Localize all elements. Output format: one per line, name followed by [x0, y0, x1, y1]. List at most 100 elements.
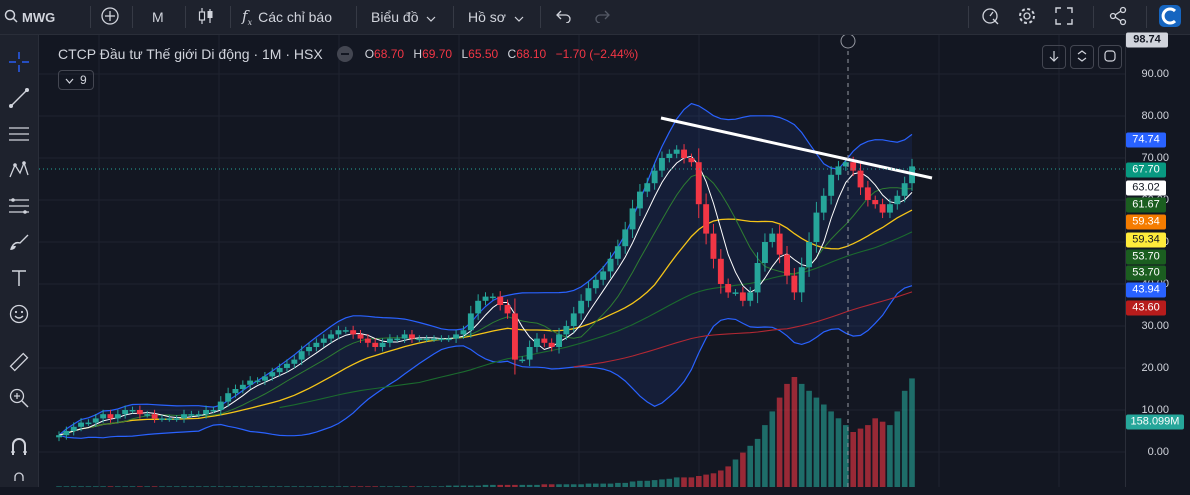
candle: [181, 409, 187, 423]
candle: [188, 410, 195, 418]
candle: [637, 184, 643, 216]
fullscreen-button[interactable]: [1055, 0, 1073, 34]
compare-button[interactable]: [100, 0, 120, 34]
zoom-tool[interactable]: [5, 385, 33, 413]
crosshair-tool[interactable]: [5, 49, 33, 77]
ruler-tool[interactable]: [5, 349, 33, 377]
chart-menu-button[interactable]: Biểu đồ: [371, 0, 436, 34]
volume-bar: [659, 479, 665, 487]
candle: [614, 239, 621, 266]
candle: [239, 380, 246, 394]
brand-logo[interactable]: [1159, 0, 1181, 34]
undo-button[interactable]: [556, 0, 572, 34]
candle: [813, 201, 820, 253]
scroll-down-button[interactable]: [1042, 45, 1066, 69]
candle: [254, 377, 261, 384]
candle: [364, 334, 371, 348]
price-tick: 0.00: [1147, 446, 1169, 458]
candle: [695, 148, 702, 219]
low-key: L: [461, 47, 469, 61]
volume-bar: [835, 418, 842, 488]
profile-menu-button[interactable]: Hồ sơ: [468, 0, 524, 34]
emoji-tool[interactable]: [5, 301, 33, 329]
candle: [159, 415, 165, 422]
candle: [166, 415, 173, 422]
candle: [284, 359, 290, 373]
chevron-down-icon: [65, 73, 74, 87]
candle: [92, 413, 99, 428]
interval-button[interactable]: M: [152, 0, 164, 34]
chart-legend: CTCP Đầu tư Thế giới Di động · 1M · HSX …: [58, 46, 644, 62]
share-button[interactable]: [1108, 0, 1128, 34]
volume-bar: [865, 425, 871, 487]
maximize-pane-button[interactable]: [1098, 45, 1122, 69]
volume-bar: [534, 484, 540, 487]
candle: [864, 180, 871, 207]
divider: [356, 6, 357, 28]
top-toolbar: MWG M fx Các chỉ báo Biểu đồ Hồ sơ: [0, 0, 1190, 35]
volume-bar: [909, 378, 915, 487]
price-label: 61.67: [1126, 197, 1166, 213]
indicators-button[interactable]: fx Các chỉ báo: [242, 0, 332, 34]
candle: [247, 376, 254, 390]
indicators-toggle[interactable]: 9: [58, 70, 94, 90]
profile-label: Hồ sơ: [468, 9, 506, 25]
brush-icon: [8, 231, 30, 256]
volume-bar: [696, 476, 702, 487]
instrument-name[interactable]: CTCP Đầu tư Thế giới Di động · 1M · HSX: [58, 46, 323, 62]
volume-bar: [740, 452, 746, 487]
candle: [431, 335, 437, 342]
candle: [195, 410, 202, 418]
candle: [357, 329, 364, 344]
candle: [703, 193, 710, 245]
redo-button[interactable]: [594, 0, 610, 34]
settings-button[interactable]: [1017, 0, 1037, 34]
candle: [754, 252, 761, 304]
candle: [313, 338, 320, 352]
candle: [144, 410, 151, 418]
lock-tool[interactable]: [5, 467, 33, 495]
divider: [968, 6, 969, 28]
candle: [570, 306, 577, 333]
volume-bar: [593, 483, 599, 487]
candle: [467, 305, 474, 338]
volume-bar: [570, 484, 577, 488]
candle: [769, 228, 776, 248]
text-tool[interactable]: [5, 265, 33, 293]
candle: [526, 340, 533, 367]
high-value: 69.70: [422, 47, 453, 61]
replay-button[interactable]: [980, 0, 1000, 34]
candle: [563, 320, 570, 340]
divider: [230, 6, 231, 28]
candle: [217, 396, 224, 416]
price-chart[interactable]: [39, 33, 1125, 488]
fib-tool[interactable]: [5, 193, 33, 221]
symbol-search[interactable]: MWG: [4, 0, 55, 34]
candle: [688, 153, 695, 167]
more-options-icon[interactable]: [336, 46, 353, 62]
volume-bar: [482, 484, 489, 487]
candle: [835, 160, 842, 181]
volume-bar: [585, 483, 592, 487]
share-icon: [1108, 6, 1128, 29]
volume-bar: [460, 485, 467, 487]
candle: [725, 278, 732, 298]
close-key: C: [507, 47, 517, 61]
divider: [90, 6, 91, 28]
volume-bar: [769, 411, 776, 487]
brush-tool[interactable]: [5, 229, 33, 257]
chart-type-button[interactable]: [197, 0, 215, 34]
low-value: 65.50: [468, 47, 499, 61]
candle: [791, 268, 798, 300]
candle: [56, 431, 62, 442]
candle: [372, 338, 379, 352]
moving-average-darkgreen: [279, 231, 913, 409]
chart-pane[interactable]: [39, 33, 1125, 488]
candle: [269, 367, 276, 381]
collapse-button[interactable]: [1070, 45, 1094, 69]
pattern-tool[interactable]: [5, 157, 33, 185]
horizontal-lines-tool[interactable]: [5, 121, 33, 149]
trendline-tool[interactable]: [5, 85, 33, 113]
magnet-tool[interactable]: [5, 433, 33, 461]
volume-bar: [615, 482, 621, 487]
